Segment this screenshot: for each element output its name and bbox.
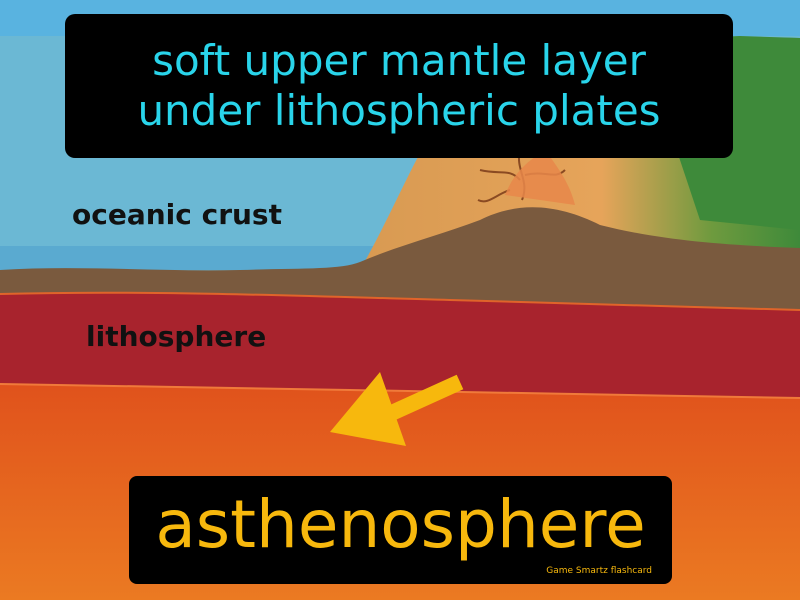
lithosphere-layer [0,292,800,398]
lithosphere-top-edge [0,291,800,311]
term-box: asthenosphere Game Smartz flashcard [129,476,672,584]
definition-line-2: under lithospheric plates [137,86,661,135]
pointer-arrow-icon [330,372,464,446]
lithosphere-label: lithosphere [86,320,267,353]
oceanic-crust-label: oceanic crust [72,198,282,231]
oceanic-crust-layer [0,207,800,312]
definition-box: soft upper mantle layer under lithospher… [65,14,733,158]
ocean-surface-band [0,246,380,270]
asthenosphere-top-edge [0,383,800,399]
credit-text: Game Smartz flashcard [546,566,652,576]
definition-line-1: soft upper mantle layer [152,36,646,85]
magma-vent [505,150,575,205]
term-text: asthenosphere [155,486,646,563]
